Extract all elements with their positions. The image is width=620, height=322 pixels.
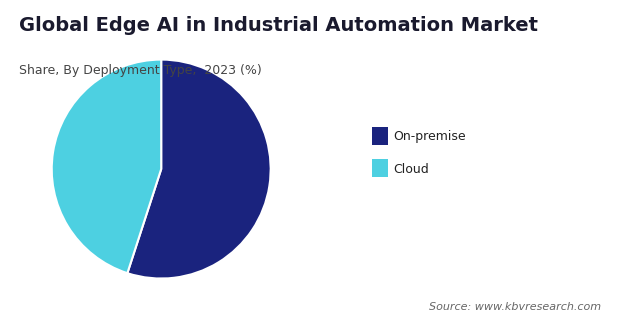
Wedge shape <box>127 60 271 279</box>
Text: Global Edge AI in Industrial Automation Market: Global Edge AI in Industrial Automation … <box>19 16 538 35</box>
Text: On-premise: On-premise <box>394 130 466 143</box>
Text: Share, By Deployment Type,  2023 (%): Share, By Deployment Type, 2023 (%) <box>19 64 262 77</box>
Text: Cloud: Cloud <box>394 163 430 175</box>
Text: Source: www.kbvresearch.com: Source: www.kbvresearch.com <box>429 302 601 312</box>
Wedge shape <box>51 60 161 273</box>
